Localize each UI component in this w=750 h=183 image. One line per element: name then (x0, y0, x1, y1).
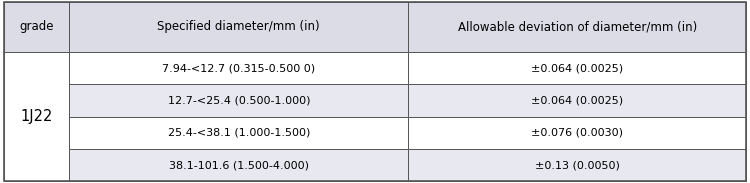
Text: 38.1-101.6 (1.500-4.000): 38.1-101.6 (1.500-4.000) (169, 160, 309, 170)
Bar (409, 84, 746, 117)
Text: ±0.13 (0.0050): ±0.13 (0.0050) (535, 160, 620, 170)
Text: Allowable deviation of diameter/mm (in): Allowable deviation of diameter/mm (in) (458, 20, 697, 33)
Text: 7.94-<12.7 (0.315-0.500 0): 7.94-<12.7 (0.315-0.500 0) (162, 63, 315, 73)
Text: 12.7-<25.4 (0.500-1.000): 12.7-<25.4 (0.500-1.000) (167, 96, 310, 105)
Bar (409, 2, 746, 52)
Bar (4, 52, 69, 181)
Bar (69, 2, 409, 52)
Bar (409, 52, 746, 84)
Bar (69, 117, 409, 149)
Bar (4, 2, 69, 52)
Bar (69, 52, 409, 84)
Bar (409, 117, 746, 149)
Text: ±0.064 (0.0025): ±0.064 (0.0025) (531, 96, 623, 105)
Text: 1J22: 1J22 (20, 109, 53, 124)
Text: ±0.064 (0.0025): ±0.064 (0.0025) (531, 63, 623, 73)
Text: ±0.076 (0.0030): ±0.076 (0.0030) (531, 128, 623, 138)
Bar (69, 149, 409, 181)
Text: Specified diameter/mm (in): Specified diameter/mm (in) (158, 20, 320, 33)
Bar (409, 149, 746, 181)
Text: grade: grade (20, 20, 54, 33)
Bar (69, 84, 409, 117)
Text: 25.4-<38.1 (1.000-1.500): 25.4-<38.1 (1.000-1.500) (167, 128, 310, 138)
